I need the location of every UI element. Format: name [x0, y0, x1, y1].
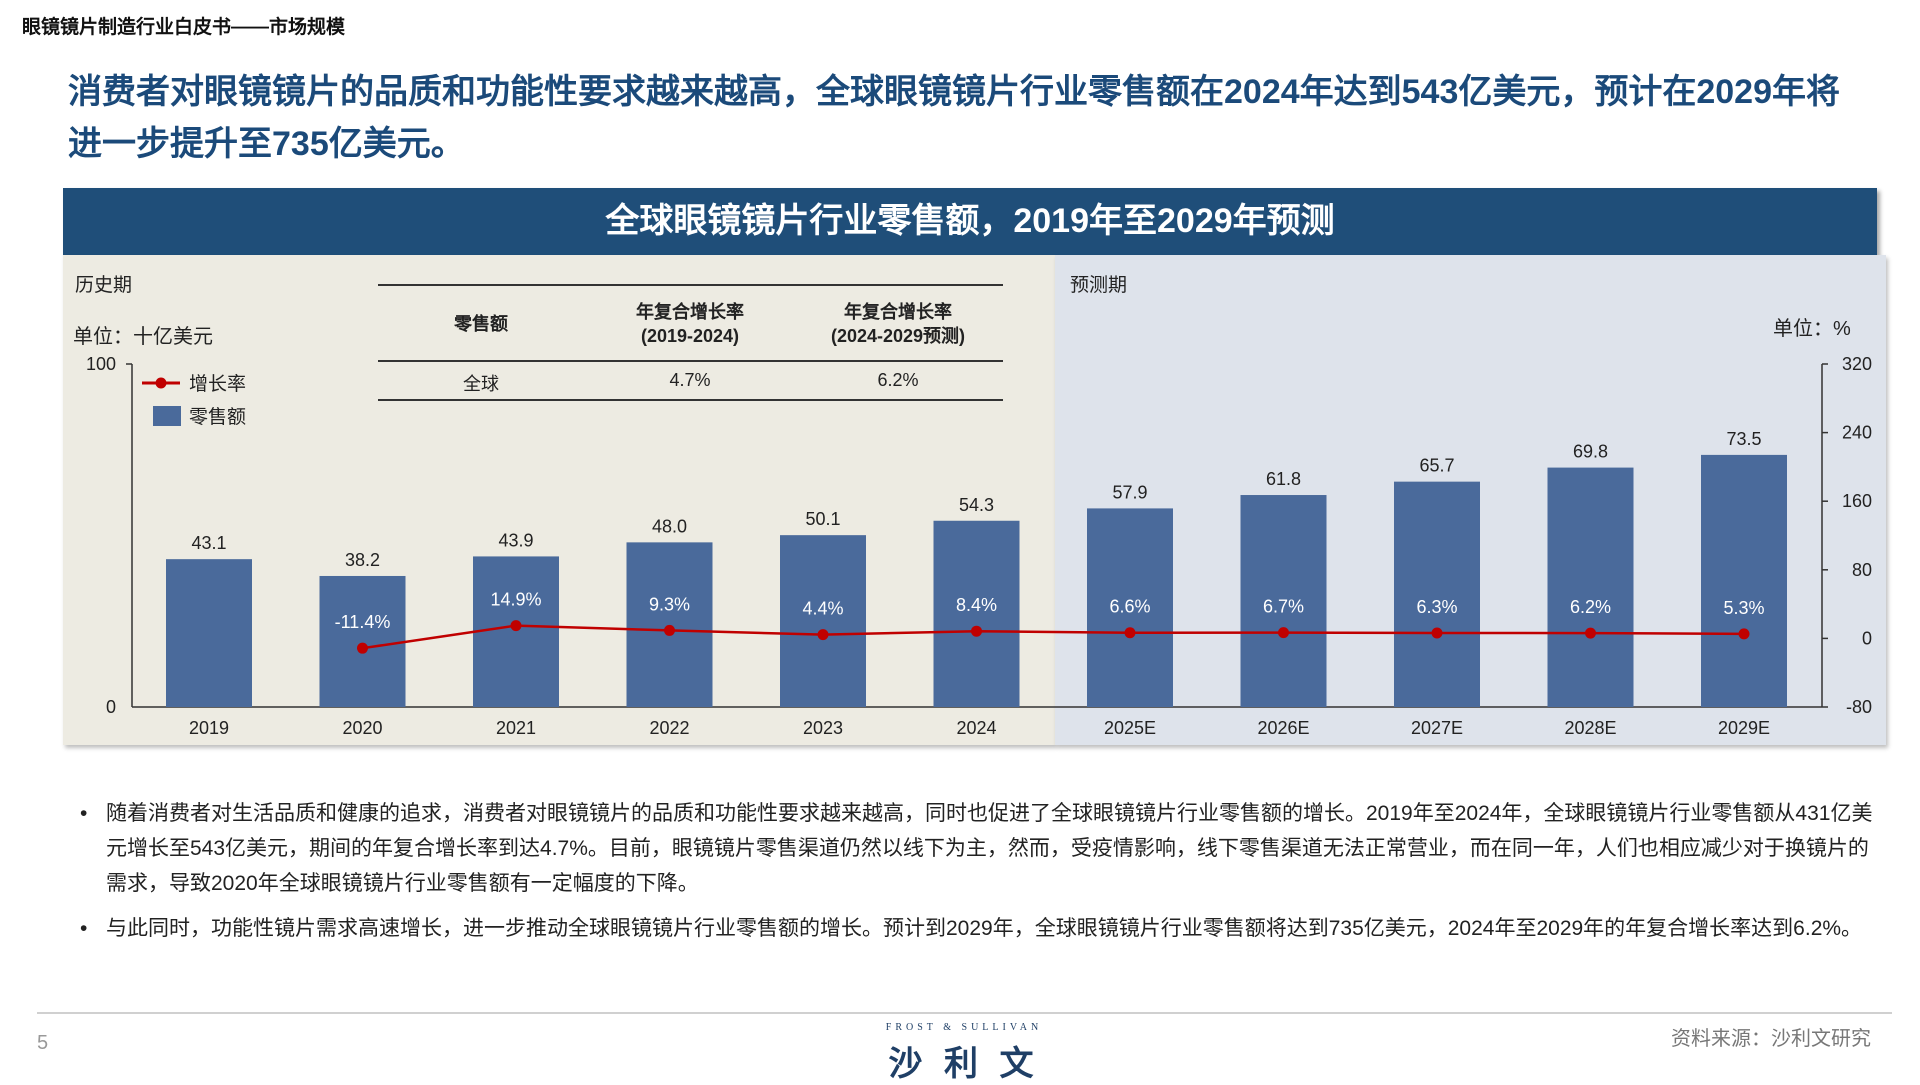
table-header-retail: 零售额 — [454, 314, 508, 334]
growth-rate-point — [1124, 627, 1136, 639]
bar-value-label: 65.7 — [1419, 456, 1454, 476]
bar-2026E — [1240, 495, 1327, 707]
growth-rate-point — [664, 624, 675, 636]
bar-2027E — [1394, 481, 1480, 707]
growth-rate-label: 8.4% — [956, 595, 997, 615]
bar-value-label: 38.2 — [345, 550, 380, 570]
bar-2021 — [473, 556, 559, 707]
table-cell-cagr-hist: 4.7% — [669, 370, 711, 390]
bullet-text: 与此同时，功能性镜片需求高速增长，进一步推动全球眼镜镜片行业零售额的增长。预计到… — [106, 917, 1863, 940]
growth-rate-label: 9.3% — [649, 594, 690, 614]
bar-value-label: 43.1 — [191, 533, 226, 553]
bar-value-label: 48.0 — [652, 516, 687, 536]
header-line: (2019-2024) — [640, 326, 740, 346]
growth-rate-point — [510, 620, 522, 632]
table-header-cagr-hist: 年复合增长率 (2019-2024) — [590, 300, 790, 348]
header-line: (2024-2029预测) — [830, 326, 966, 346]
x-tick-label: 2019 — [189, 718, 229, 738]
growth-rate-point — [1585, 627, 1596, 639]
bar-value-label: 69.8 — [1573, 442, 1608, 462]
legend-label-growth: 增长率 — [189, 373, 246, 395]
left-axis-tick-label: 100 — [86, 354, 116, 374]
bar-value-label: 57.9 — [1112, 482, 1147, 502]
bar-value-label: 54.3 — [959, 495, 994, 515]
logo-chinese: 沙 利 文 — [888, 1045, 1040, 1083]
header-line: 年复合增长率 — [636, 302, 744, 322]
growth-rate-label: -11.4% — [335, 612, 391, 632]
x-tick-label: 2027E — [1411, 718, 1463, 738]
source-note: 资料来源：沙利文研究 — [1671, 1028, 1871, 1050]
growth-rate-point — [1278, 627, 1289, 639]
growth-rate-label: 6.7% — [1263, 597, 1304, 617]
bar-value-label: 50.1 — [805, 509, 840, 529]
bar-2025E — [1087, 508, 1173, 707]
bar-value-label: 43.9 — [498, 530, 533, 550]
forecast-period-label: 预测期 — [1070, 275, 1128, 296]
right-axis-tick-label: 80 — [1852, 560, 1872, 580]
chart-title: 全球眼镜镜片行业零售额，2019年至2029年预测 — [63, 188, 1877, 255]
right-axis-tick-label: 160 — [1842, 491, 1872, 511]
footer-divider — [37, 1012, 1892, 1014]
table-rule-top — [378, 284, 1003, 286]
bar-2024 — [933, 520, 1020, 707]
bar-value-label: 73.5 — [1726, 429, 1761, 449]
bullet-item: • 随着消费者对生活品质和健康的追求，消费者对眼镜镜片的品质和功能性要求越来越高，… — [80, 796, 1875, 901]
x-tick-label: 2021 — [496, 718, 536, 738]
growth-rate-point — [1738, 628, 1750, 640]
page-number: 5 — [37, 1032, 49, 1054]
document-header: 眼镜镜片制造行业白皮书——市场规模 — [22, 17, 346, 38]
bar-2020 — [319, 575, 406, 707]
headline: 消费者对眼镜镜片的品质和功能性要求越来越高，全球眼镜镜片行业零售额在2024年达… — [68, 73, 1840, 163]
bar-value-label: 61.8 — [1266, 469, 1301, 489]
table-rule-mid — [378, 360, 1003, 362]
growth-rate-label: 6.2% — [1570, 597, 1611, 617]
left-axis-unit: 单位：十亿美元 — [73, 326, 213, 348]
bar-2022 — [626, 542, 713, 707]
x-tick-label: 2028E — [1564, 718, 1616, 738]
growth-rate-point — [971, 625, 982, 637]
right-axis-tick-label: 0 — [1862, 628, 1872, 648]
right-axis-tick-label: 240 — [1842, 423, 1872, 443]
x-tick-label: 2029E — [1718, 718, 1770, 738]
legend-line-marker — [155, 377, 167, 389]
bullet-list: • 随着消费者对生活品质和健康的追求，消费者对眼镜镜片的品质和功能性要求越来越高，… — [80, 796, 1875, 956]
x-tick-label: 2020 — [342, 718, 382, 738]
logo-english: FROST & SULLIVAN — [885, 1022, 1043, 1033]
right-axis-unit: 单位：% — [1773, 318, 1851, 340]
header-line: 年复合增长率 — [844, 302, 952, 322]
bar-2019 — [166, 559, 252, 707]
growth-rate-line — [362, 624, 1745, 650]
right-axis-tick-label: -80 — [1846, 697, 1872, 717]
growth-rate-point — [357, 642, 368, 654]
bullet-item: • 与此同时，功能性镜片需求高速增长，进一步推动全球眼镜镜片行业零售额的增长。预计… — [80, 911, 1875, 946]
x-tick-label: 2026E — [1257, 718, 1309, 738]
bullet-dot: • — [80, 802, 88, 825]
legend-bar-swatch — [153, 406, 181, 426]
right-axis-tick-label: 320 — [1842, 354, 1872, 374]
growth-rate-label: 6.3% — [1416, 597, 1457, 617]
growth-rate-label: 14.9% — [490, 590, 541, 610]
growth-rate-label: 6.6% — [1109, 597, 1150, 617]
table-cell-cagr-forecast: 6.2% — [877, 370, 919, 390]
bar-2028E — [1547, 467, 1634, 707]
x-tick-label: 2024 — [956, 718, 996, 738]
growth-rate-label: 5.3% — [1723, 598, 1764, 618]
left-axis-tick-label: 0 — [106, 697, 116, 717]
table-header-cagr-forecast: 年复合增长率 (2024-2029预测) — [798, 300, 998, 348]
bullet-text: 随着消费者对生活品质和健康的追求，消费者对眼镜镜片的品质和功能性要求越来越高，同… — [106, 802, 1873, 895]
x-tick-label: 2022 — [649, 718, 689, 738]
bullet-dot: • — [80, 917, 88, 940]
bar-2023 — [780, 535, 866, 707]
table-cell-region: 全球 — [463, 374, 499, 394]
x-tick-label: 2025E — [1104, 718, 1156, 738]
growth-rate-point — [817, 629, 829, 641]
growth-rate-point — [1431, 627, 1443, 639]
legend-label-retail: 零售额 — [189, 406, 246, 428]
growth-rate-label: 4.4% — [802, 599, 843, 619]
x-tick-label: 2023 — [803, 718, 843, 738]
table-rule-bottom — [378, 399, 1003, 401]
historical-period-label: 历史期 — [75, 275, 133, 296]
bar-2029E — [1701, 454, 1787, 707]
